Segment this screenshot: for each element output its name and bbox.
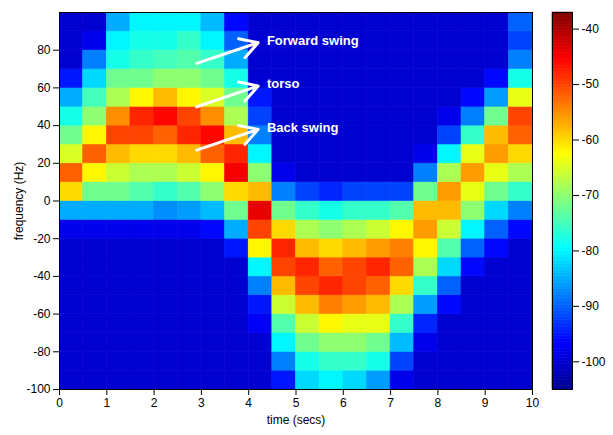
svg-text:20: 20 [37, 156, 51, 170]
svg-text:-100: -100 [26, 382, 50, 396]
svg-text:-50: -50 [582, 77, 600, 91]
svg-text:-80: -80 [33, 345, 51, 359]
svg-text:4: 4 [245, 396, 252, 410]
svg-text:Back swing: Back swing [267, 120, 339, 135]
svg-text:torso: torso [267, 76, 300, 91]
svg-text:-60: -60 [33, 307, 51, 321]
svg-text:6: 6 [340, 396, 347, 410]
svg-text:9: 9 [482, 396, 489, 410]
svg-text:5: 5 [293, 396, 300, 410]
svg-text:8: 8 [435, 396, 442, 410]
svg-text:Forward swing: Forward swing [267, 33, 359, 48]
svg-text:-40: -40 [33, 269, 51, 283]
svg-text:frequency (Hz): frequency (Hz) [12, 162, 26, 241]
svg-text:1: 1 [103, 396, 110, 410]
svg-text:-80: -80 [582, 244, 600, 258]
svg-text:3: 3 [198, 396, 205, 410]
svg-text:-60: -60 [582, 133, 600, 147]
svg-text:80: 80 [37, 43, 51, 57]
svg-text:2: 2 [151, 396, 158, 410]
svg-text:-20: -20 [33, 232, 51, 246]
svg-text:0: 0 [44, 194, 51, 208]
svg-text:40: 40 [37, 118, 51, 132]
svg-text:-100: -100 [582, 355, 606, 369]
svg-text:-40: -40 [582, 22, 600, 36]
svg-text:10: 10 [526, 396, 540, 410]
svg-text:-90: -90 [582, 299, 600, 313]
svg-text:-70: -70 [582, 188, 600, 202]
svg-text:60: 60 [37, 81, 51, 95]
svg-text:7: 7 [387, 396, 394, 410]
svg-text:time (secs): time (secs) [267, 413, 326, 427]
svg-text:0: 0 [56, 396, 63, 410]
